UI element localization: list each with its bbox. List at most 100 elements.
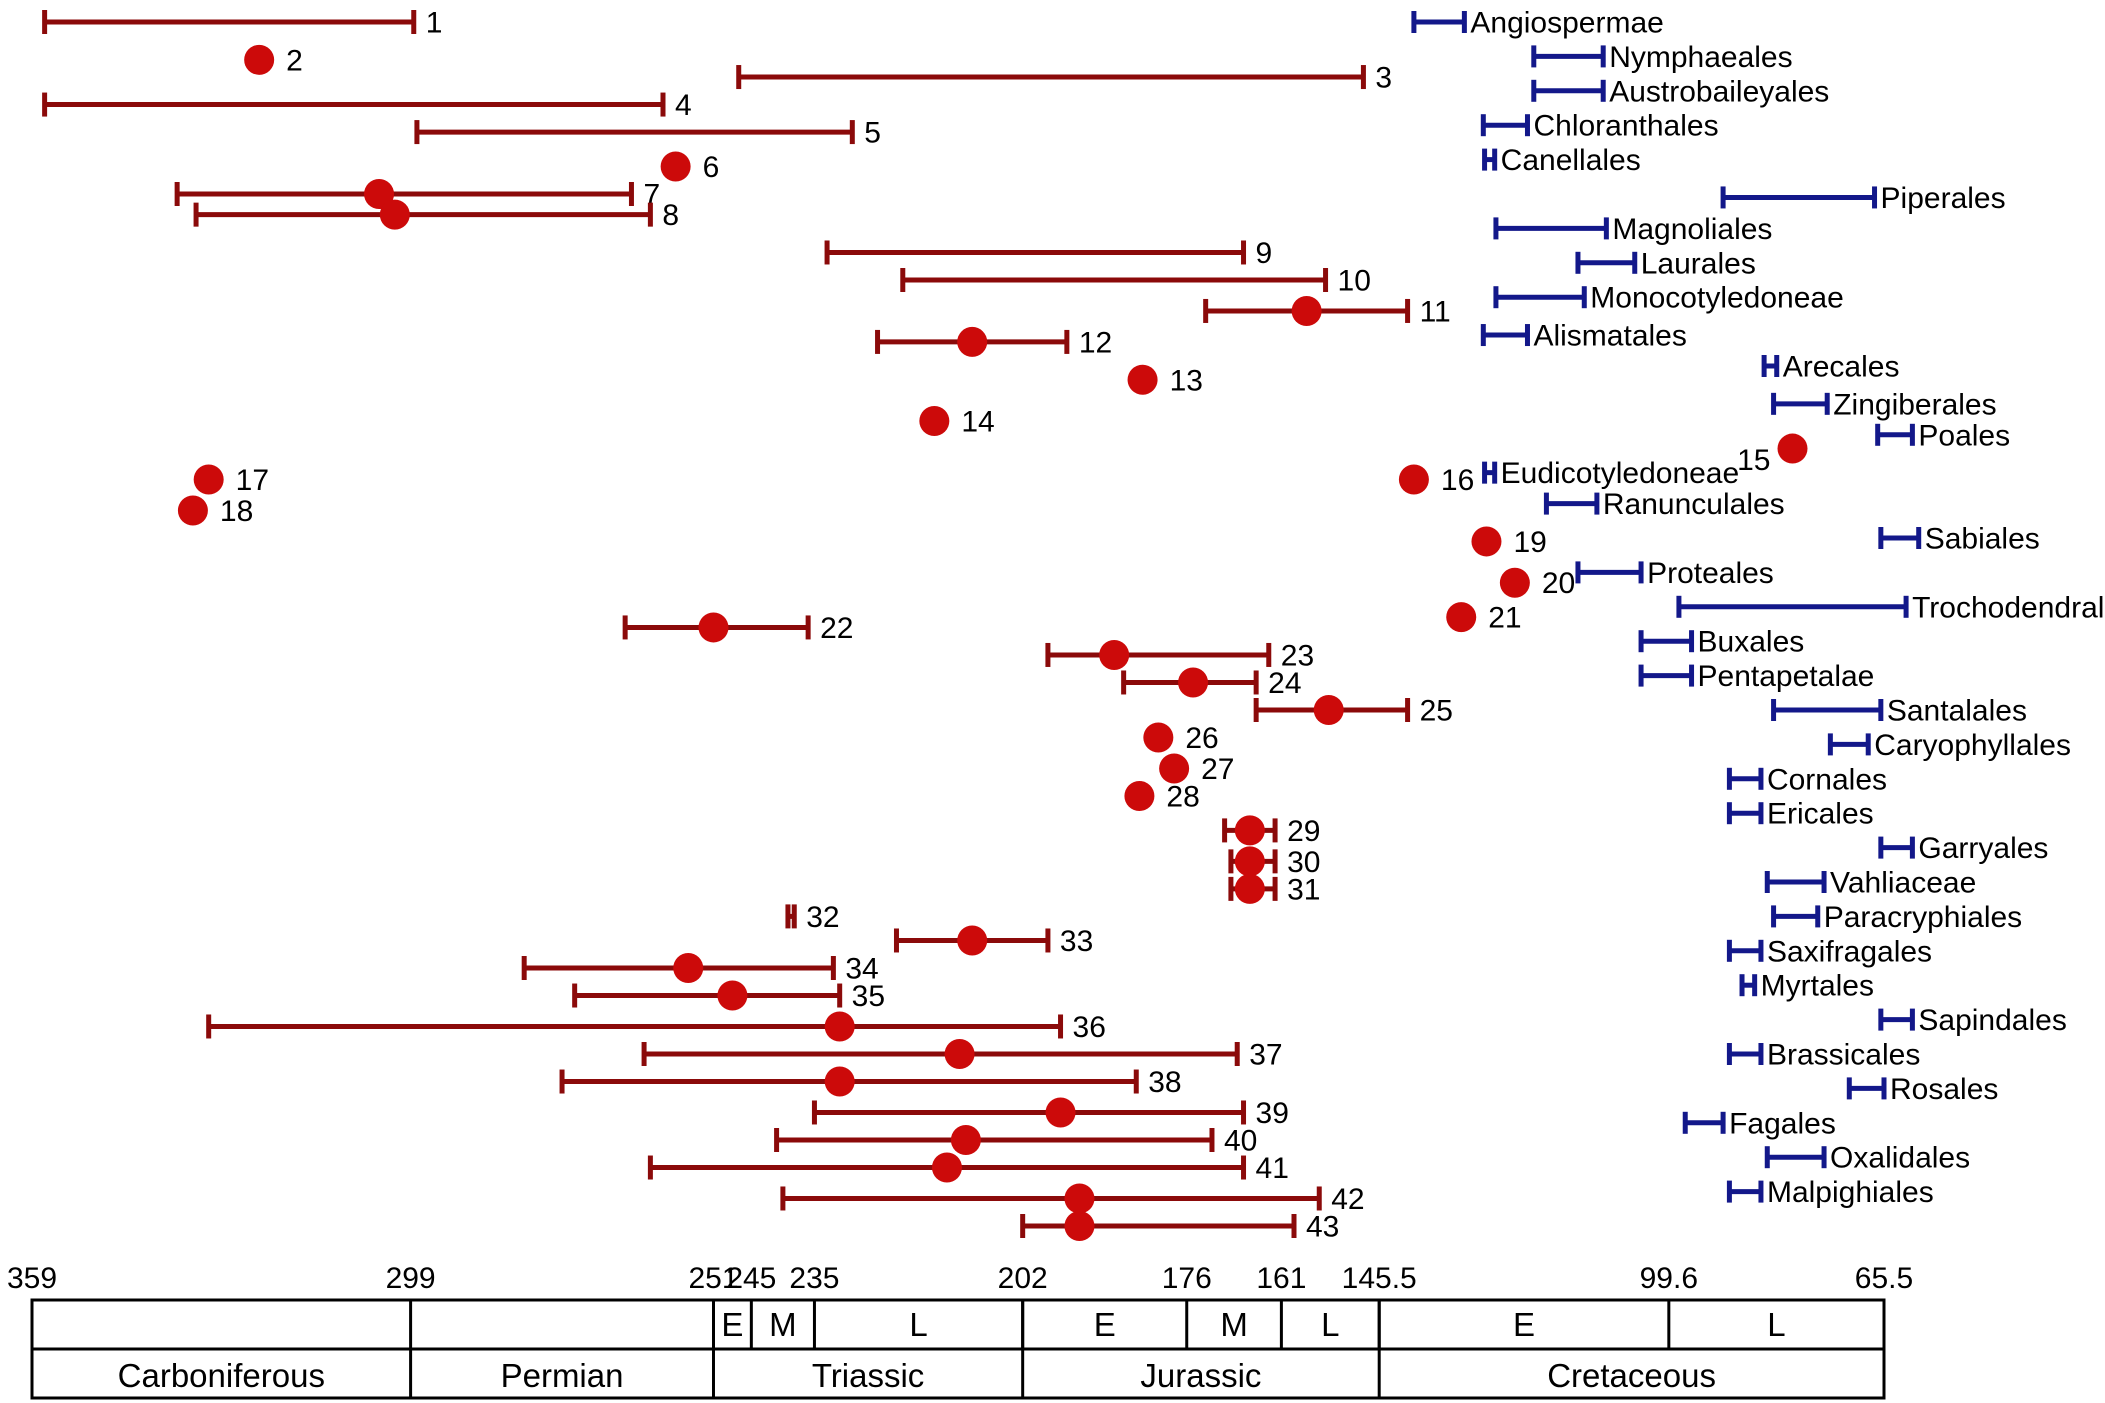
estimate-label: 34 [845,953,878,986]
estimate-label: 29 [1287,815,1320,848]
estimate-label: 41 [1256,1152,1289,1185]
clade-monocotyledoneae: Monocotyledoneae [1493,282,1844,315]
clade-saxifragales: Saxifragales [1726,935,1932,968]
estimate-label: 23 [1281,639,1314,672]
estimate-11: 11 [1203,295,1451,328]
clade-label: Ericales [1767,798,1874,831]
period-cell: Jurassic [1021,1349,1261,1398]
estimate-label: 6 [703,151,720,184]
clade-interval [1878,1008,1915,1031]
estimate-interval [193,202,653,227]
clade-magnoliales: Magnoliales [1493,213,1772,246]
estimate-point [1471,526,1502,557]
estimate-point [1398,464,1429,495]
estimate-interval [1020,1214,1297,1238]
estimate-point [244,44,275,75]
estimate-label: 14 [961,406,994,439]
estimate-label: 30 [1287,846,1320,879]
clade-santalales: Santalales [1771,695,2027,728]
estimate-25: 25 [1253,695,1453,728]
estimate-label: 35 [852,980,885,1013]
estimate-40: 40 [774,1125,1257,1158]
clade-rosales: Rosales [1846,1073,1998,1106]
estimate-10: 10 [900,265,1371,298]
estimate-label: 13 [1170,364,1203,397]
estimate-point [931,1152,962,1183]
estimate-point [717,980,748,1011]
clade-interval [1875,423,1915,446]
clade-label: Brassicales [1767,1039,1920,1072]
estimate-point [1777,433,1808,464]
estimate-label: 15 [1737,444,1770,477]
epoch-cell: E [711,1300,743,1349]
clade-interval [1493,217,1609,240]
clade-label: Poales [1918,419,2010,452]
estimate-interval [736,65,1366,90]
clade-arecales: Arecales [1761,351,1899,384]
clade-label: Fagales [1729,1107,1836,1140]
estimate-label: 21 [1488,602,1521,635]
epoch-cell: L [812,1300,928,1349]
clade-interval [1575,561,1644,584]
clade-label: Canellales [1501,144,1641,177]
clade-fagales: Fagales [1682,1107,1836,1140]
estimate-16: 16 [1398,464,1474,497]
clade-label: Laurales [1641,247,1756,280]
clade-interval [1771,699,1884,721]
estimate-point [1234,815,1265,846]
estimate-interval [900,268,1329,292]
estimate-interval [780,1186,1322,1211]
period-label: Triassic [812,1357,924,1394]
tick-label: 235 [789,1262,839,1295]
clade-label: Oxalidales [1830,1142,1970,1175]
estimate-interval [572,983,843,1008]
period-label: Jurassic [1140,1357,1261,1394]
estimate-point [1064,1211,1095,1241]
estimate-label: 42 [1331,1183,1364,1216]
estimate-label: 40 [1224,1125,1257,1158]
clade-pentapetalae: Pentapetalae [1638,660,1875,693]
clade-label: Magnoliales [1612,213,1772,246]
clade-malpighiales: Malpighiales [1726,1176,1934,1209]
clade-interval [1493,286,1587,309]
period-cell: Triassic [711,1349,924,1398]
clade-nymphaeales: Nymphaeales [1531,41,1793,74]
estimate-interval [641,1042,1240,1066]
clade-oxalidales: Oxalidales [1764,1142,1970,1175]
estimate-interval [42,92,666,117]
estimate-point [919,406,950,437]
clade-label: Chloranthales [1533,110,1718,143]
clade-interval [1638,664,1695,687]
estimate-point [824,1066,855,1097]
tick-label: 359 [7,1262,57,1295]
estimate-label: 5 [864,117,881,150]
estimate-15: 15 [1737,433,1808,477]
clade-interval [1482,461,1498,484]
clade-cornales: Cornales [1726,763,1887,796]
clade-piperales: Piperales [1720,182,2006,215]
epoch-label: E [1513,1306,1535,1343]
epoch-cell: E [1021,1300,1116,1349]
clade-interval [1726,767,1764,790]
clade-label: Eudicotyledoneae [1501,457,1740,490]
estimate-37: 37 [641,1039,1283,1072]
clade-interval [1878,527,1922,549]
clade-label: Austrobaileyales [1609,75,1829,108]
clade-paracryphiales: Paracryphiales [1771,901,2022,934]
clade-trochodendrales: Trochodendrales [1676,591,2105,624]
clade-label: Saxifragales [1767,935,1932,968]
clade-label: Angiospermae [1470,7,1663,40]
clade-interval [1480,114,1530,137]
clade-label: Pentapetalae [1698,660,1875,693]
clade-laurales: Laurales [1575,247,1756,280]
estimate-point [1127,364,1158,395]
clade-eudicotyledoneae: Eudicotyledoneae [1482,457,1740,490]
estimate-label: 18 [220,495,253,528]
tick-label: 245 [726,1262,776,1295]
estimate-point [193,464,224,495]
period-label: Carboniferous [118,1357,325,1394]
estimate-label: 19 [1513,526,1546,559]
estimate-point [950,1125,981,1155]
estimate-interval [206,1014,1064,1039]
estimate-label: 4 [675,89,692,122]
